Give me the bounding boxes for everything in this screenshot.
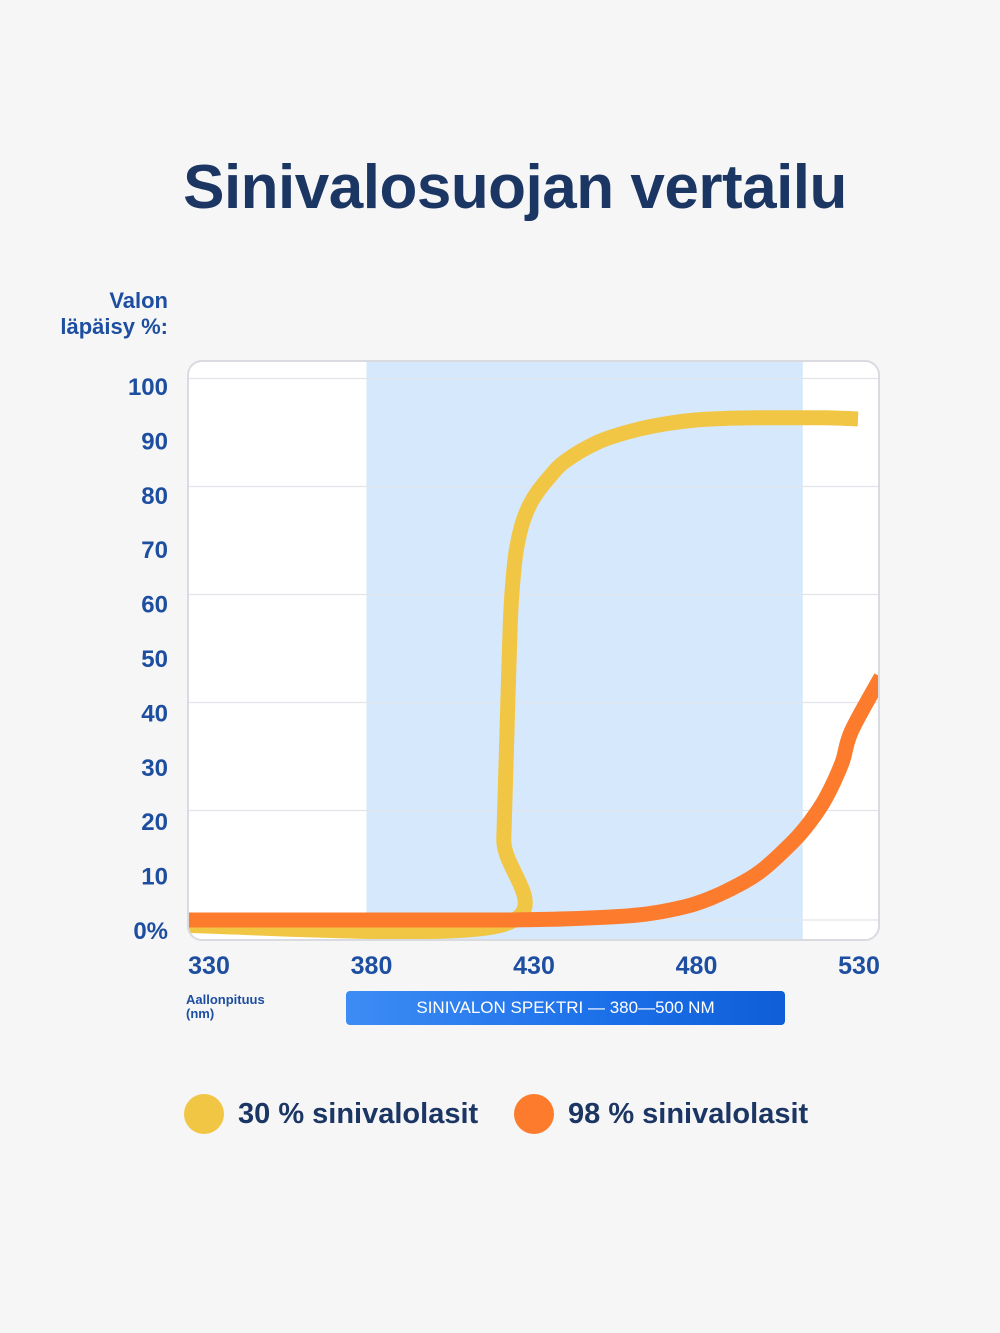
y-tick-label: 60 xyxy=(141,592,168,619)
y-axis-label: Valon läpäisy %: xyxy=(30,288,168,340)
x-tick-label: 430 xyxy=(513,952,555,980)
x-axis-label: Aallonpituus (nm) xyxy=(186,993,265,1021)
chart-legend: 30 % sinivalolasit 98 % sinivalolasit xyxy=(0,1092,1000,1136)
y-tick-label: 100 xyxy=(128,374,168,401)
y-tick-label: 50 xyxy=(141,646,168,673)
legend-item-98: 98 % sinivalolasit xyxy=(514,1092,808,1136)
x-tick-label: 530 xyxy=(838,952,880,980)
y-tick-label: 20 xyxy=(141,809,168,836)
chart-title: Sinivalosuojan vertailu xyxy=(183,153,847,222)
plot-area xyxy=(188,361,879,940)
spectrum-band-label: SINIVALON SPEKTRI — 380—500 NM xyxy=(346,991,785,1025)
series-line-98 xyxy=(188,673,879,928)
x-axis-label-line-1: Aallonpituus xyxy=(186,992,265,1007)
spectrum-band xyxy=(366,361,803,940)
x-tick-label: 380 xyxy=(351,952,393,980)
y-tick-label: 0% xyxy=(133,918,168,945)
y-axis-label-line-2: läpäisy %: xyxy=(60,314,168,339)
y-tick-label: 40 xyxy=(141,700,168,727)
x-tick-label: 330 xyxy=(188,952,230,980)
legend-swatch-98 xyxy=(514,1094,554,1134)
series-line-30 xyxy=(188,410,859,940)
legend-swatch-30 xyxy=(184,1094,224,1134)
y-axis-label-line-1: Valon xyxy=(109,288,168,313)
y-tick-label: 30 xyxy=(141,755,168,782)
legend-label-30: 30 % sinivalolasit xyxy=(238,1097,479,1130)
y-tick-label: 70 xyxy=(141,537,168,564)
y-tick-label: 80 xyxy=(141,483,168,510)
legend-item-30: 30 % sinivalolasit xyxy=(184,1092,478,1136)
legend-label-98: 98 % sinivalolasit xyxy=(568,1097,809,1130)
plot-border xyxy=(187,360,880,941)
x-tick-label: 480 xyxy=(676,952,718,980)
chart-plot: 0% 10 20 30 40 50 60 70 80 90 100 330 380 430 480 530 xyxy=(128,360,880,980)
y-tick-label: 10 xyxy=(141,864,168,891)
x-axis-label-line-2: (nm) xyxy=(186,1006,215,1021)
y-tick-label: 90 xyxy=(141,428,168,455)
